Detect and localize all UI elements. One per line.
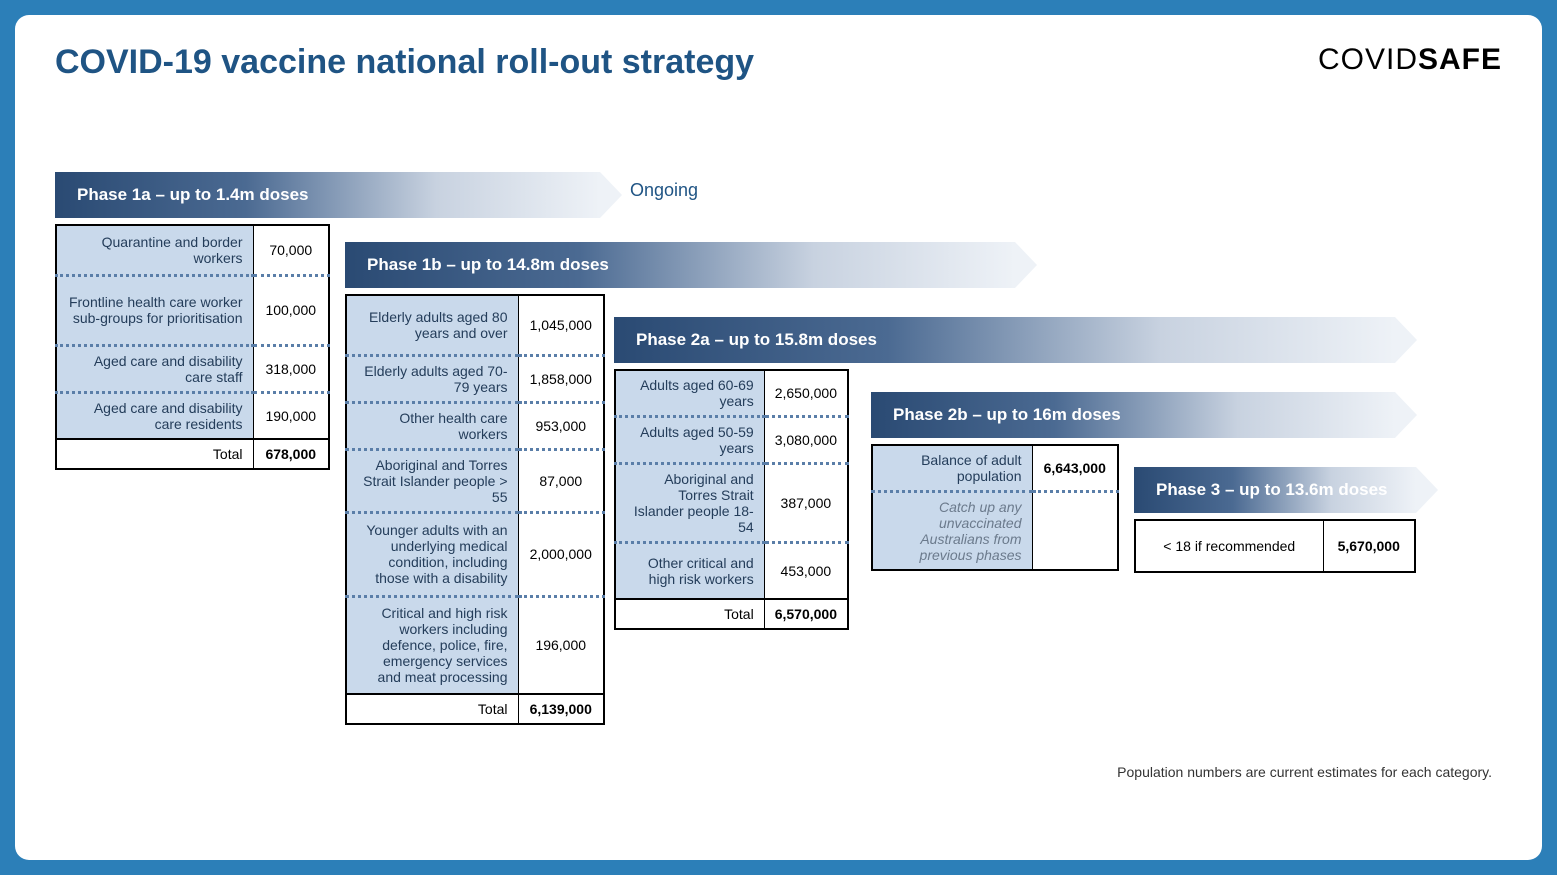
table-total: Total678,000 [56, 439, 329, 469]
phase-1a-label: Phase 1a – up to 1.4m doses [77, 185, 308, 205]
table-row: Adults aged 60-69 years2,650,000 [615, 370, 848, 417]
table-row: Other critical and high risk workers453,… [615, 543, 848, 599]
table-total: Total6,570,000 [615, 599, 848, 629]
footnote: Population numbers are current estimates… [1117, 764, 1492, 780]
phase-2b-arrow: Phase 2b – up to 16m doses [871, 392, 1395, 438]
phase-2b: Phase 2b – up to 16m doses Balance of ad… [871, 392, 1119, 571]
header: COVID-19 vaccine national roll-out strat… [55, 43, 1502, 82]
phase-3-table: < 18 if recommended5,670,000 [1134, 519, 1416, 573]
phase-1b-arrow: Phase 1b – up to 14.8m doses [345, 242, 1015, 288]
table-row: Aged care and disability care staff318,0… [56, 345, 329, 392]
phase-3-label: Phase 3 – up to 13.6m doses [1156, 480, 1387, 500]
phase-2a-arrow: Phase 2a – up to 15.8m doses [614, 317, 1395, 363]
phase-1a: Phase 1a – up to 1.4m doses Quarantine a… [55, 172, 330, 470]
phase-2b-label: Phase 2b – up to 16m doses [893, 405, 1121, 425]
page-title: COVID-19 vaccine national roll-out strat… [55, 43, 754, 82]
logo-thin: COVID [1318, 43, 1418, 76]
logo-bold: SAFE [1418, 43, 1502, 76]
table-total: Total6,139,000 [346, 694, 604, 724]
table-row: Quarantine and border workers70,000 [56, 225, 329, 275]
phase-3: Phase 3 – up to 13.6m doses < 18 if reco… [1134, 467, 1416, 573]
table-row: Adults aged 50-59 years3,080,000 [615, 417, 848, 464]
table-row: Critical and high risk workers including… [346, 596, 604, 694]
table-row: Aged care and disability care residents1… [56, 392, 329, 439]
logo: COVIDSAFE [1318, 43, 1502, 77]
ongoing-label: Ongoing [630, 180, 698, 201]
table-row: Aboriginal and Torres Strait Islander pe… [615, 464, 848, 543]
card: COVID-19 vaccine national roll-out strat… [15, 15, 1542, 860]
table-row: Other health care workers953,000 [346, 402, 604, 449]
phase-1a-arrow: Phase 1a – up to 1.4m doses [55, 172, 600, 218]
phase-2a-label: Phase 2a – up to 15.8m doses [636, 330, 877, 350]
canvas: Ongoing Phase 1a – up to 1.4m doses Quar… [55, 182, 1502, 782]
phase-1b-label: Phase 1b – up to 14.8m doses [367, 255, 609, 275]
phase-3-arrow: Phase 3 – up to 13.6m doses [1134, 467, 1416, 513]
phase-2a-table: Adults aged 60-69 years2,650,000 Adults … [614, 369, 849, 630]
phase-1b-table: Elderly adults aged 80 years and over1,0… [345, 294, 605, 725]
table-row: Catch up any unvaccinated Australians fr… [872, 492, 1118, 571]
phase-1a-table: Quarantine and border workers70,000 Fron… [55, 224, 330, 470]
table-row: Elderly adults aged 80 years and over1,0… [346, 295, 604, 355]
table-row: Younger adults with an underlying medica… [346, 512, 604, 596]
table-row: Frontline health care worker sub-groups … [56, 275, 329, 345]
table-row: Balance of adult population6,643,000 [872, 445, 1118, 492]
table-row: Aboriginal and Torres Strait Islander pe… [346, 449, 604, 512]
phase-1b: Phase 1b – up to 14.8m doses Elderly adu… [345, 242, 605, 725]
table-row: Elderly adults aged 70-79 years1,858,000 [346, 355, 604, 402]
phase-2a: Phase 2a – up to 15.8m doses Adults aged… [614, 317, 849, 630]
table-row: < 18 if recommended5,670,000 [1135, 520, 1415, 572]
phase-2b-table: Balance of adult population6,643,000 Cat… [871, 444, 1119, 571]
